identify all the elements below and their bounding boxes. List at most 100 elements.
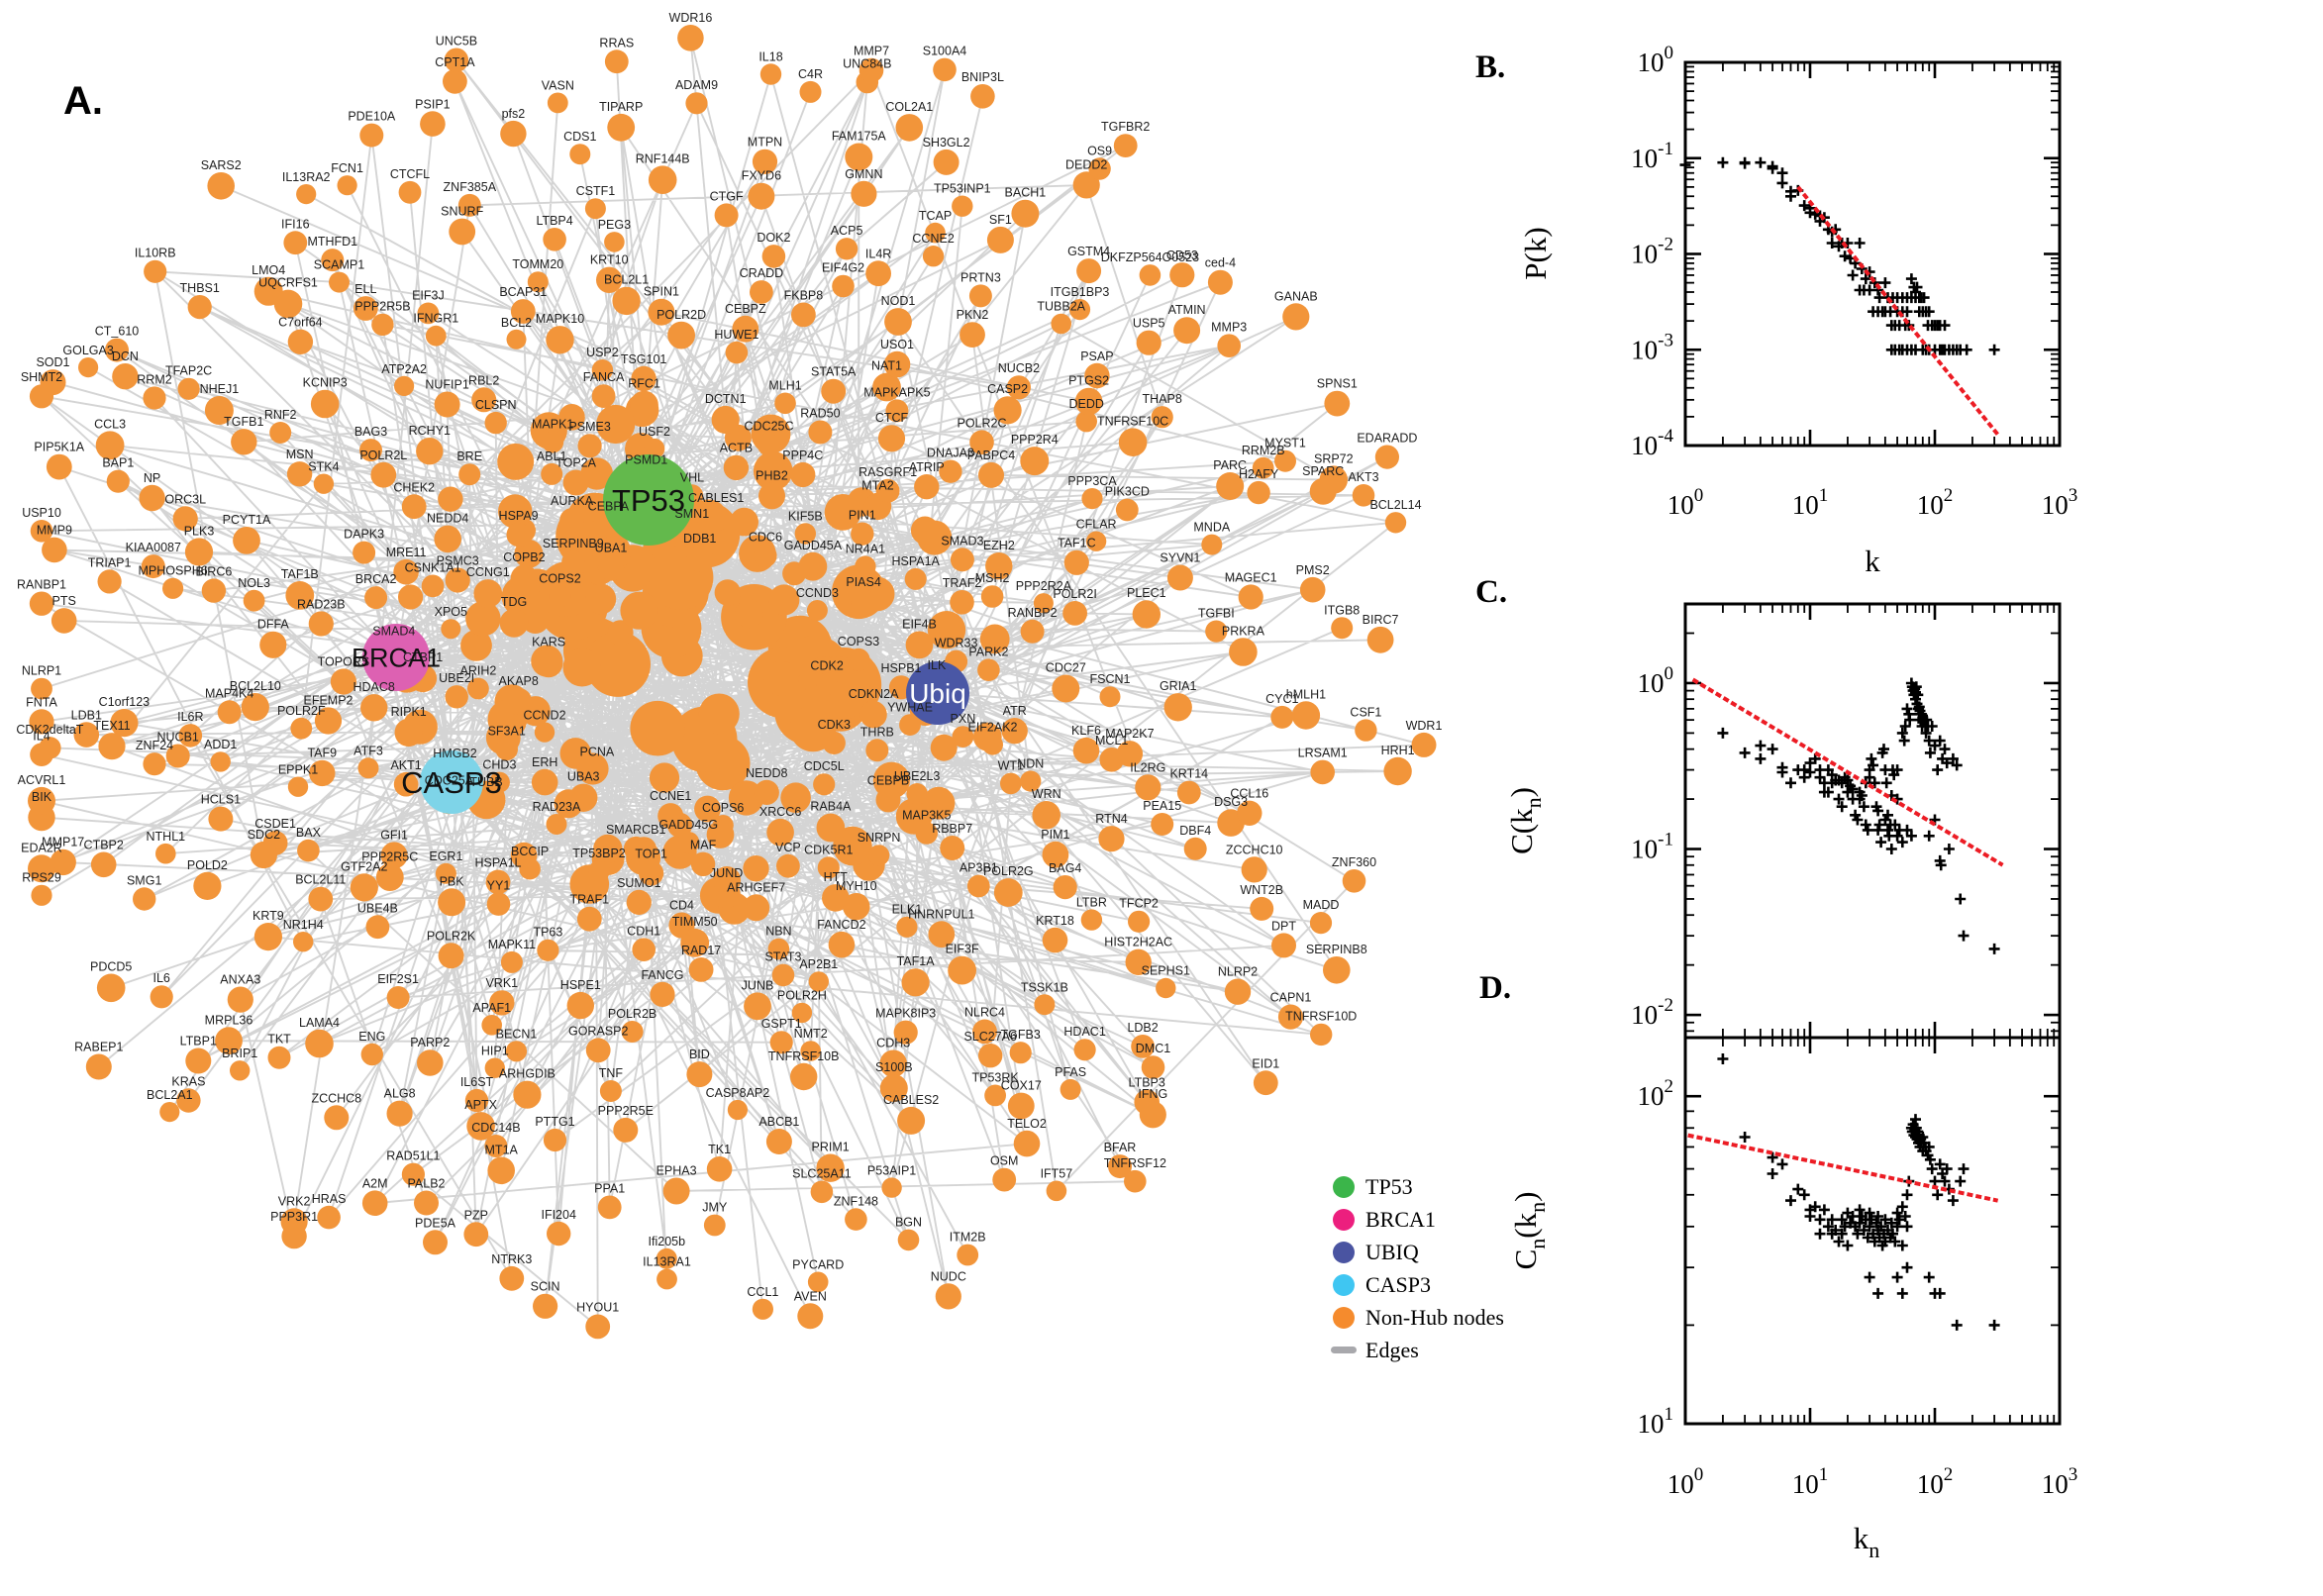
- network-node[interactable]: [750, 280, 773, 304]
- network-node[interactable]: [506, 329, 527, 349]
- network-node[interactable]: [798, 551, 828, 581]
- network-node[interactable]: [754, 779, 779, 806]
- hub-node-ubiq[interactable]: [906, 661, 969, 725]
- network-node[interactable]: [763, 660, 800, 697]
- network-node[interactable]: [281, 1223, 307, 1249]
- network-node[interactable]: [184, 538, 214, 566]
- network-node[interactable]: [290, 717, 313, 740]
- network-node[interactable]: [1128, 910, 1151, 933]
- network-node[interactable]: [112, 363, 139, 390]
- network-node[interactable]: [952, 195, 973, 217]
- network-node[interactable]: [1229, 638, 1258, 666]
- network-node[interactable]: [723, 454, 750, 481]
- network-node[interactable]: [732, 315, 759, 343]
- network-node[interactable]: [1034, 994, 1056, 1016]
- network-node[interactable]: [1131, 1035, 1155, 1058]
- network-node[interactable]: [1319, 465, 1349, 494]
- network-node[interactable]: [543, 1128, 567, 1152]
- network-node[interactable]: [915, 822, 938, 845]
- network-node[interactable]: [588, 860, 610, 882]
- network-node[interactable]: [905, 631, 934, 659]
- network-node[interactable]: [914, 474, 940, 500]
- network-node[interactable]: [296, 184, 317, 205]
- network-node[interactable]: [110, 709, 139, 738]
- network-node[interactable]: [357, 757, 379, 779]
- network-node[interactable]: [790, 1062, 818, 1091]
- network-node[interactable]: [686, 545, 714, 572]
- network-node[interactable]: [743, 894, 770, 922]
- network-node[interactable]: [438, 486, 463, 512]
- network-node[interactable]: [757, 433, 781, 456]
- network-node[interactable]: [623, 836, 649, 861]
- network-node[interactable]: [96, 973, 126, 1003]
- network-node[interactable]: [510, 299, 536, 324]
- network-node[interactable]: [607, 620, 634, 646]
- network-node[interactable]: [337, 175, 357, 196]
- network-node[interactable]: [978, 1044, 1003, 1068]
- network-node[interactable]: [797, 1303, 824, 1330]
- network-node[interactable]: [805, 656, 870, 722]
- network-node[interactable]: [324, 1105, 350, 1131]
- network-node[interactable]: [859, 701, 887, 729]
- network-node[interactable]: [330, 668, 356, 695]
- network-node[interactable]: [499, 608, 529, 638]
- network-node[interactable]: [969, 430, 994, 455]
- network-node[interactable]: [1342, 869, 1366, 893]
- network-node[interactable]: [375, 863, 404, 891]
- network-node[interactable]: [50, 608, 77, 634]
- network-node[interactable]: [712, 815, 734, 837]
- network-node[interactable]: [727, 1099, 749, 1121]
- network-node[interactable]: [858, 57, 884, 83]
- network-node[interactable]: [599, 1080, 622, 1102]
- network-node[interactable]: [706, 1156, 733, 1182]
- network-node[interactable]: [527, 271, 549, 293]
- network-node[interactable]: [217, 700, 242, 725]
- network-node[interactable]: [416, 438, 444, 465]
- network-node[interactable]: [884, 308, 912, 336]
- network-node[interactable]: [1011, 199, 1040, 228]
- network-node[interactable]: [1132, 600, 1162, 629]
- network-node[interactable]: [1205, 620, 1228, 643]
- network-node[interactable]: [371, 313, 394, 337]
- network-node[interactable]: [877, 425, 906, 452]
- network-node[interactable]: [822, 731, 846, 755]
- network-node[interactable]: [690, 851, 716, 876]
- network-node[interactable]: [978, 461, 1004, 488]
- network-node[interactable]: [752, 149, 778, 174]
- network-node[interactable]: [185, 1047, 212, 1074]
- network-node[interactable]: [843, 893, 870, 921]
- network-node[interactable]: [1081, 488, 1103, 510]
- network-node[interactable]: [227, 986, 253, 1013]
- network-node[interactable]: [534, 648, 563, 678]
- network-node[interactable]: [380, 842, 408, 869]
- network-node[interactable]: [1118, 428, 1148, 457]
- network-node[interactable]: [543, 228, 566, 251]
- network-node[interactable]: [297, 839, 320, 862]
- network-node[interactable]: [360, 694, 388, 722]
- network-node[interactable]: [845, 1208, 867, 1231]
- network-node[interactable]: [434, 525, 462, 553]
- network-node[interactable]: [484, 411, 507, 435]
- network-node[interactable]: [585, 1314, 611, 1340]
- network-node[interactable]: [1125, 948, 1152, 975]
- network-node[interactable]: [285, 581, 315, 610]
- network-node[interactable]: [559, 508, 584, 533]
- network-node[interactable]: [847, 648, 870, 672]
- network-node[interactable]: [497, 443, 535, 480]
- network-node[interactable]: [541, 462, 563, 485]
- network-node[interactable]: [1135, 774, 1162, 801]
- network-node[interactable]: [872, 372, 901, 402]
- network-node[interactable]: [1238, 584, 1263, 610]
- network-node[interactable]: [970, 84, 995, 109]
- network-node[interactable]: [513, 1080, 542, 1109]
- network-node[interactable]: [828, 931, 856, 958]
- network-node[interactable]: [810, 1180, 834, 1204]
- network-node[interactable]: [495, 738, 518, 761]
- network-node[interactable]: [1169, 262, 1195, 288]
- network-node[interactable]: [688, 957, 714, 982]
- network-node[interactable]: [308, 611, 334, 637]
- network-node[interactable]: [361, 1190, 388, 1216]
- network-node[interactable]: [833, 826, 872, 866]
- network-node[interactable]: [463, 1222, 489, 1247]
- network-node[interactable]: [95, 431, 125, 460]
